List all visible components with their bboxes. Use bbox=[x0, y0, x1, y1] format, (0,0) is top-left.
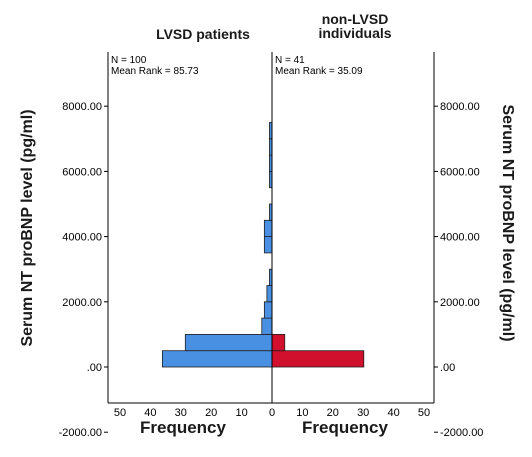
left-bar-bin-3 bbox=[263, 301, 273, 319]
y-tick-label-right-1: .00 bbox=[440, 362, 455, 374]
x-tick-label-right-40: 40 bbox=[387, 407, 399, 419]
y-tick-label-right-2: 2000.00 bbox=[440, 297, 480, 309]
y-tick-label-right-4: 6000.00 bbox=[440, 166, 480, 178]
x-tick-label-left-40: 40 bbox=[144, 407, 156, 419]
y-axis-ticks-right: -2000.00 .00 2000.00 4000.00 6000.00 8000.00 bbox=[434, 101, 483, 439]
left-bar-bin-0 bbox=[161, 350, 273, 368]
x-axis-label-left: Frequency bbox=[140, 418, 226, 437]
x-tick-label-right-50: 50 bbox=[418, 407, 430, 419]
left-n-label: N = 100 bbox=[111, 55, 147, 66]
left-bar-bin-8 bbox=[263, 219, 273, 238]
x-tick-label-left-50: 50 bbox=[114, 407, 126, 419]
left-bar-bin-2 bbox=[261, 317, 273, 335]
x-axis-ticks: 50 50 40 40 30 30 20 20 10 10 0 bbox=[114, 407, 430, 419]
y-tick-label-right-5: 8000.00 bbox=[440, 101, 480, 113]
plot-frame bbox=[107, 52, 435, 404]
left-bar-bin-1 bbox=[184, 333, 273, 352]
y-tick-label-left-0: -2000.00 bbox=[59, 427, 102, 439]
x-tick-label-left-30: 30 bbox=[175, 407, 187, 419]
right-n-label: N = 41 bbox=[275, 55, 305, 66]
y-tick-label-left-1: .00 bbox=[87, 362, 102, 374]
x-tick-label-left-20: 20 bbox=[205, 407, 217, 419]
left-panel-title: LVSD patients bbox=[156, 26, 250, 42]
y-tick-label-right-3: 4000.00 bbox=[440, 232, 480, 244]
y-tick-label-left-4: 6000.00 bbox=[62, 166, 102, 178]
left-bar-bin-4 bbox=[266, 285, 273, 303]
y-tick-label-left-3: 4000.00 bbox=[62, 232, 102, 244]
right-bar-bin-1 bbox=[271, 333, 286, 352]
x-tick-label-left-10: 10 bbox=[235, 407, 247, 419]
right-bar-bin-0 bbox=[271, 350, 365, 368]
x-tick-label-right-20: 20 bbox=[327, 407, 339, 419]
right-mean-rank-label: Mean Rank = 35.09 bbox=[275, 66, 363, 77]
x-axis-label-right: Frequency bbox=[302, 418, 388, 437]
left-bar-bin-7 bbox=[263, 236, 273, 254]
x-tick-label-right-10: 10 bbox=[296, 407, 308, 419]
y-tick-label-right-0: -2000.00 bbox=[440, 427, 483, 439]
y-axis-label-left: Serum NT proBNP level (pg/ml) bbox=[19, 109, 36, 347]
x-tick-label-right-30: 30 bbox=[357, 407, 369, 419]
left-mean-rank-label: Mean Rank = 85.73 bbox=[111, 66, 199, 77]
x-tick-label-left-0: 0 bbox=[269, 407, 275, 419]
y-axis-ticks-left: -2000.00 .00 2000.00 4000.00 6000.00 8000.00 bbox=[59, 101, 108, 439]
y-axis-label-right: Serum NT proBNP level (pg/ml) bbox=[499, 104, 516, 342]
y-tick-label-left-2: 2000.00 bbox=[62, 297, 102, 309]
right-panel-title: non-LVSD individuals bbox=[318, 11, 392, 41]
y-tick-label-left-5: 8000.00 bbox=[62, 101, 102, 113]
histogram-bars bbox=[161, 122, 365, 368]
